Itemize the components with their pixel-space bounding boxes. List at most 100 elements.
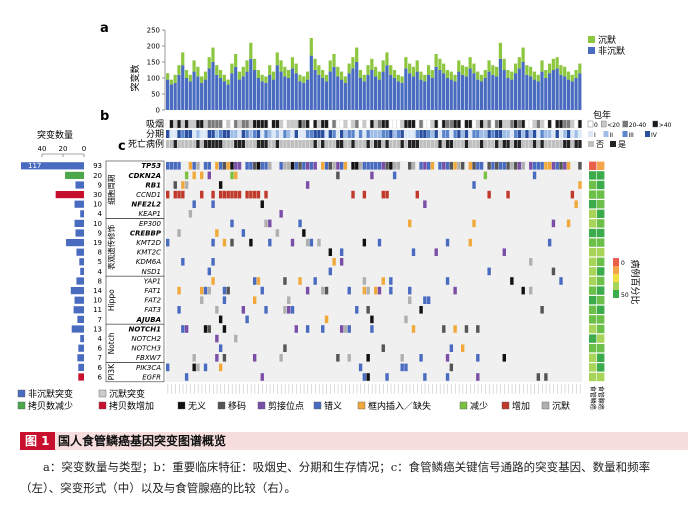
figure-caption: a：突变数量与类型；b：重要临床特征：吸烟史、分期和生存情况；c：食管鳞癌关键信…: [20, 460, 651, 495]
bar-nonsilent: [366, 74, 370, 110]
bar-silent: [260, 74, 264, 82]
track-smoking-cell: [562, 119, 567, 129]
oncoprint-cell: [374, 286, 378, 295]
oncoprint-cell: [230, 219, 234, 228]
oncoprint-cell: [252, 162, 257, 170]
right-heat-cell: [597, 228, 605, 238]
oncoprint-cell: [472, 162, 476, 170]
bar-nonsilent: [294, 73, 298, 110]
legend-label: 框内插入／缺失: [368, 400, 431, 412]
bar-nonsilent: [532, 79, 537, 110]
right-heat-cell: [597, 171, 605, 180]
oncoprint-cell: [298, 277, 302, 285]
panel-label-b: b: [100, 109, 109, 124]
track-death-cell: [215, 140, 219, 148]
bar-silent: [215, 65, 219, 75]
bar-silent: [400, 76, 404, 83]
bar-silent: [385, 52, 389, 66]
bar-silent: [495, 66, 499, 77]
track-death-cell: [389, 140, 393, 148]
track-death-cell: [457, 140, 461, 148]
oncoprint-cell: [215, 229, 219, 237]
track-death-cell: [423, 140, 427, 148]
legend-swatch: [541, 401, 550, 410]
gene-label: CREBBP: [130, 229, 162, 237]
oncoprint-cell: [377, 286, 382, 295]
track-death-cell: [502, 140, 506, 148]
legend-swatch: [17, 401, 26, 410]
track-death-cell: [181, 140, 185, 148]
right-heat-cell: [597, 161, 605, 170]
right-heat-cell: [597, 257, 605, 266]
track-death-cell: [332, 140, 336, 148]
left-bar: [73, 306, 84, 314]
bar-silent: [271, 71, 276, 80]
right-heat-cell: [597, 209, 605, 218]
bar-silent: [362, 74, 366, 82]
oncoprint-cell: [207, 286, 211, 295]
track-death-cell: [513, 140, 518, 148]
track-death-cell: [264, 140, 268, 148]
bar-silent: [252, 58, 257, 70]
bar-nonsilent: [525, 74, 529, 110]
bar-silent: [309, 38, 313, 56]
oncoprint-cell: [305, 181, 310, 189]
a-ytick: 150: [147, 59, 160, 67]
gene-count: 4: [98, 210, 103, 218]
track-death-cell: [184, 140, 189, 148]
legend-swatch: [357, 401, 366, 410]
oncoprint-cell: [166, 162, 170, 170]
bar-nonsilent: [570, 81, 574, 110]
oncoprint-cell: [298, 219, 302, 228]
oncoprint-cell: [211, 277, 215, 285]
right-heat-cell: [597, 372, 605, 382]
bar-nonsilent: [169, 84, 173, 110]
right-heat-cell: [589, 296, 597, 305]
bar-silent: [207, 57, 211, 69]
oncoprint-cell: [423, 200, 427, 208]
gene-label: NOTCH2: [131, 335, 161, 343]
track-stage-cell: [445, 130, 450, 138]
track-death-cell: [506, 140, 510, 148]
oncoprint-cell: [324, 286, 329, 295]
track-stage-cell: [377, 130, 382, 138]
track-smoking-cell: [464, 119, 469, 129]
gene-count: 10: [93, 201, 102, 209]
right-heat-cell: [589, 315, 597, 324]
track-stage-cell: [222, 130, 227, 138]
bar-nonsilent: [328, 71, 332, 110]
track-death-cell: [529, 140, 533, 148]
oncoprint-cell: [351, 190, 355, 199]
track-death-cell: [226, 140, 230, 148]
track-death-cell: [578, 140, 582, 148]
oncoprint-cell: [256, 277, 261, 285]
bar-nonsilent: [476, 79, 480, 110]
track-death-cell: [287, 140, 291, 148]
right-heat-cell: [589, 171, 597, 180]
bar-nonsilent: [215, 74, 219, 110]
track-smoking-cell: [358, 119, 363, 129]
right-heat-cell: [589, 372, 597, 382]
track-stage-cell: [506, 130, 510, 138]
oncoprint-cell: [279, 354, 283, 362]
bar-silent: [279, 60, 283, 72]
left-panel-axis: 40 20 0: [38, 145, 86, 157]
bar-silent: [483, 70, 487, 78]
oncoprint-cell: [343, 162, 348, 170]
left-bar: [78, 344, 84, 352]
oncoprint-cell: [237, 162, 242, 170]
track-stage-cell: [472, 130, 476, 138]
oncoprint-cell: [445, 373, 450, 381]
bar-nonsilent: [468, 68, 472, 110]
oncoprint-cell: [200, 286, 204, 295]
track-stage-cell: [358, 130, 363, 138]
track-death-cell: [426, 140, 431, 148]
track-smoking-cell: [460, 119, 465, 129]
oncoprint-cell: [241, 229, 246, 237]
bar-nonsilent: [351, 68, 355, 110]
oncoprint-cell: [574, 200, 578, 208]
bar-silent: [491, 65, 495, 75]
bar-silent: [434, 54, 438, 67]
oncoprint-cell: [222, 190, 227, 199]
bar-silent: [392, 70, 397, 78]
